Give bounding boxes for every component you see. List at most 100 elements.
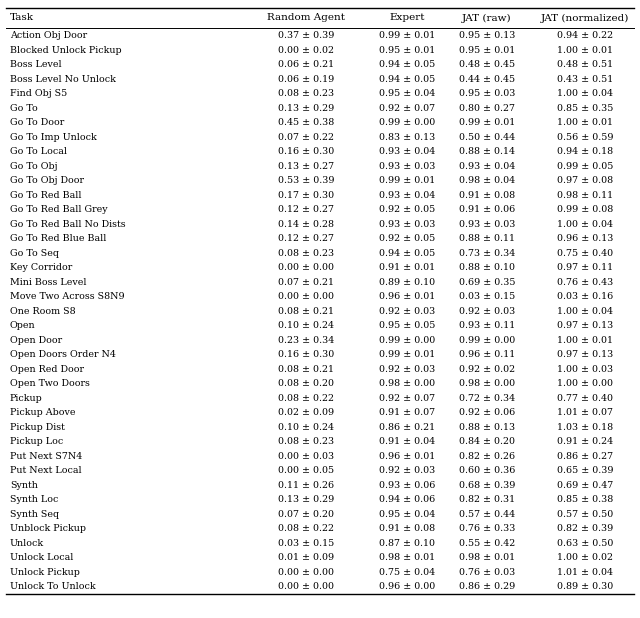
Text: 0.77 ± 0.40: 0.77 ± 0.40 [557,394,613,403]
Text: 0.00 ± 0.05: 0.00 ± 0.05 [278,467,334,475]
Text: 0.12 ± 0.27: 0.12 ± 0.27 [278,234,334,243]
Text: 0.93 ± 0.04: 0.93 ± 0.04 [379,191,435,200]
Text: 0.06 ± 0.19: 0.06 ± 0.19 [278,75,334,84]
Text: 0.03 ± 0.15: 0.03 ± 0.15 [459,292,515,302]
Text: 0.88 ± 0.11: 0.88 ± 0.11 [459,234,515,243]
Text: 0.95 ± 0.03: 0.95 ± 0.03 [459,90,515,98]
Text: Mini Boss Level: Mini Boss Level [10,278,86,287]
Text: 0.69 ± 0.47: 0.69 ± 0.47 [557,481,613,490]
Text: 0.06 ± 0.21: 0.06 ± 0.21 [278,61,334,69]
Text: 1.00 ± 0.04: 1.00 ± 0.04 [557,90,613,98]
Text: 0.75 ± 0.04: 0.75 ± 0.04 [379,568,435,577]
Text: 0.95 ± 0.13: 0.95 ± 0.13 [459,32,515,40]
Text: 0.92 ± 0.03: 0.92 ± 0.03 [379,365,435,374]
Text: Pickup: Pickup [10,394,43,403]
Text: 0.00 ± 0.00: 0.00 ± 0.00 [278,292,334,302]
Text: Go To Red Ball Grey: Go To Red Ball Grey [10,205,108,214]
Text: 0.97 ± 0.13: 0.97 ± 0.13 [557,350,613,360]
Text: Go To Imp Unlock: Go To Imp Unlock [10,133,97,142]
Text: 0.08 ± 0.22: 0.08 ± 0.22 [278,394,334,403]
Text: 0.92 ± 0.07: 0.92 ± 0.07 [379,104,435,113]
Text: 1.00 ± 0.01: 1.00 ± 0.01 [557,119,613,127]
Text: Random Agent: Random Agent [267,14,345,22]
Text: 0.02 ± 0.09: 0.02 ± 0.09 [278,408,334,418]
Text: 0.10 ± 0.24: 0.10 ± 0.24 [278,423,334,432]
Text: 0.91 ± 0.04: 0.91 ± 0.04 [379,438,435,446]
Text: 0.03 ± 0.16: 0.03 ± 0.16 [557,292,613,302]
Text: 0.92 ± 0.02: 0.92 ± 0.02 [459,365,515,374]
Text: 0.96 ± 0.01: 0.96 ± 0.01 [379,452,435,461]
Text: 0.94 ± 0.05: 0.94 ± 0.05 [379,61,435,69]
Text: 0.13 ± 0.29: 0.13 ± 0.29 [278,104,334,113]
Text: 0.16 ± 0.30: 0.16 ± 0.30 [278,350,334,360]
Text: 0.93 ± 0.04: 0.93 ± 0.04 [459,162,515,171]
Text: Unlock Local: Unlock Local [10,554,74,562]
Text: 0.69 ± 0.35: 0.69 ± 0.35 [459,278,515,287]
Text: 0.99 ± 0.01: 0.99 ± 0.01 [379,32,435,40]
Text: Expert: Expert [389,14,425,22]
Text: 0.98 ± 0.01: 0.98 ± 0.01 [379,554,435,562]
Text: Synth Seq: Synth Seq [10,510,59,519]
Text: 0.96 ± 0.11: 0.96 ± 0.11 [459,350,515,360]
Text: 0.14 ± 0.28: 0.14 ± 0.28 [278,220,334,229]
Text: 0.17 ± 0.30: 0.17 ± 0.30 [278,191,334,200]
Text: 0.94 ± 0.18: 0.94 ± 0.18 [557,148,613,156]
Text: 0.13 ± 0.29: 0.13 ± 0.29 [278,496,334,504]
Text: Open Red Door: Open Red Door [10,365,84,374]
Text: 0.92 ± 0.03: 0.92 ± 0.03 [379,307,435,316]
Text: 0.16 ± 0.30: 0.16 ± 0.30 [278,148,334,156]
Text: 0.99 ± 0.01: 0.99 ± 0.01 [379,350,435,360]
Text: 0.92 ± 0.06: 0.92 ± 0.06 [459,408,515,418]
Text: Open Doors Order N4: Open Doors Order N4 [10,350,116,360]
Text: 0.99 ± 0.00: 0.99 ± 0.00 [379,119,435,127]
Text: 0.98 ± 0.00: 0.98 ± 0.00 [379,379,435,389]
Text: Go To Red Ball No Dists: Go To Red Ball No Dists [10,220,125,229]
Text: 0.92 ± 0.03: 0.92 ± 0.03 [459,307,515,316]
Text: 1.00 ± 0.01: 1.00 ± 0.01 [557,336,613,345]
Text: 0.93 ± 0.03: 0.93 ± 0.03 [459,220,515,229]
Text: 0.00 ± 0.00: 0.00 ± 0.00 [278,568,334,577]
Text: 1.00 ± 0.01: 1.00 ± 0.01 [557,46,613,55]
Text: 0.82 ± 0.26: 0.82 ± 0.26 [459,452,515,461]
Text: 0.53 ± 0.39: 0.53 ± 0.39 [278,177,334,185]
Text: 0.44 ± 0.45: 0.44 ± 0.45 [459,75,515,84]
Text: 0.85 ± 0.38: 0.85 ± 0.38 [557,496,613,504]
Text: 0.12 ± 0.27: 0.12 ± 0.27 [278,205,334,214]
Text: 0.00 ± 0.00: 0.00 ± 0.00 [278,583,334,591]
Text: Go To Local: Go To Local [10,148,67,156]
Text: Put Next S7N4: Put Next S7N4 [10,452,83,461]
Text: JAT (raw): JAT (raw) [462,14,512,23]
Text: 0.37 ± 0.39: 0.37 ± 0.39 [278,32,334,40]
Text: Go To Obj: Go To Obj [10,162,58,171]
Text: 0.89 ± 0.30: 0.89 ± 0.30 [557,583,613,591]
Text: 0.91 ± 0.06: 0.91 ± 0.06 [459,205,515,214]
Text: 0.43 ± 0.51: 0.43 ± 0.51 [557,75,613,84]
Text: 0.76 ± 0.43: 0.76 ± 0.43 [557,278,613,287]
Text: 0.86 ± 0.21: 0.86 ± 0.21 [379,423,435,432]
Text: 0.99 ± 0.01: 0.99 ± 0.01 [459,119,515,127]
Text: Pickup Above: Pickup Above [10,408,76,418]
Text: 0.07 ± 0.20: 0.07 ± 0.20 [278,510,334,519]
Text: 0.95 ± 0.01: 0.95 ± 0.01 [379,46,435,55]
Text: Synth: Synth [10,481,38,490]
Text: Open Two Doors: Open Two Doors [10,379,90,389]
Text: 0.94 ± 0.05: 0.94 ± 0.05 [379,249,435,258]
Text: 0.08 ± 0.20: 0.08 ± 0.20 [278,379,334,389]
Text: 0.92 ± 0.03: 0.92 ± 0.03 [379,467,435,475]
Text: 1.00 ± 0.02: 1.00 ± 0.02 [557,554,613,562]
Text: 0.76 ± 0.03: 0.76 ± 0.03 [459,568,515,577]
Text: 0.45 ± 0.38: 0.45 ± 0.38 [278,119,334,127]
Text: 0.91 ± 0.07: 0.91 ± 0.07 [379,408,435,418]
Text: 0.98 ± 0.01: 0.98 ± 0.01 [459,554,515,562]
Text: Unlock Pickup: Unlock Pickup [10,568,80,577]
Text: 0.86 ± 0.29: 0.86 ± 0.29 [459,583,515,591]
Text: 0.94 ± 0.06: 0.94 ± 0.06 [379,496,435,504]
Text: 0.63 ± 0.50: 0.63 ± 0.50 [557,539,613,548]
Text: 0.91 ± 0.24: 0.91 ± 0.24 [557,438,613,446]
Text: Go To Red Blue Ball: Go To Red Blue Ball [10,234,106,243]
Text: 0.89 ± 0.10: 0.89 ± 0.10 [379,278,435,287]
Text: 1.00 ± 0.04: 1.00 ± 0.04 [557,307,613,316]
Text: Pickup Dist: Pickup Dist [10,423,65,432]
Text: 0.08 ± 0.21: 0.08 ± 0.21 [278,307,334,316]
Text: 0.56 ± 0.59: 0.56 ± 0.59 [557,133,613,142]
